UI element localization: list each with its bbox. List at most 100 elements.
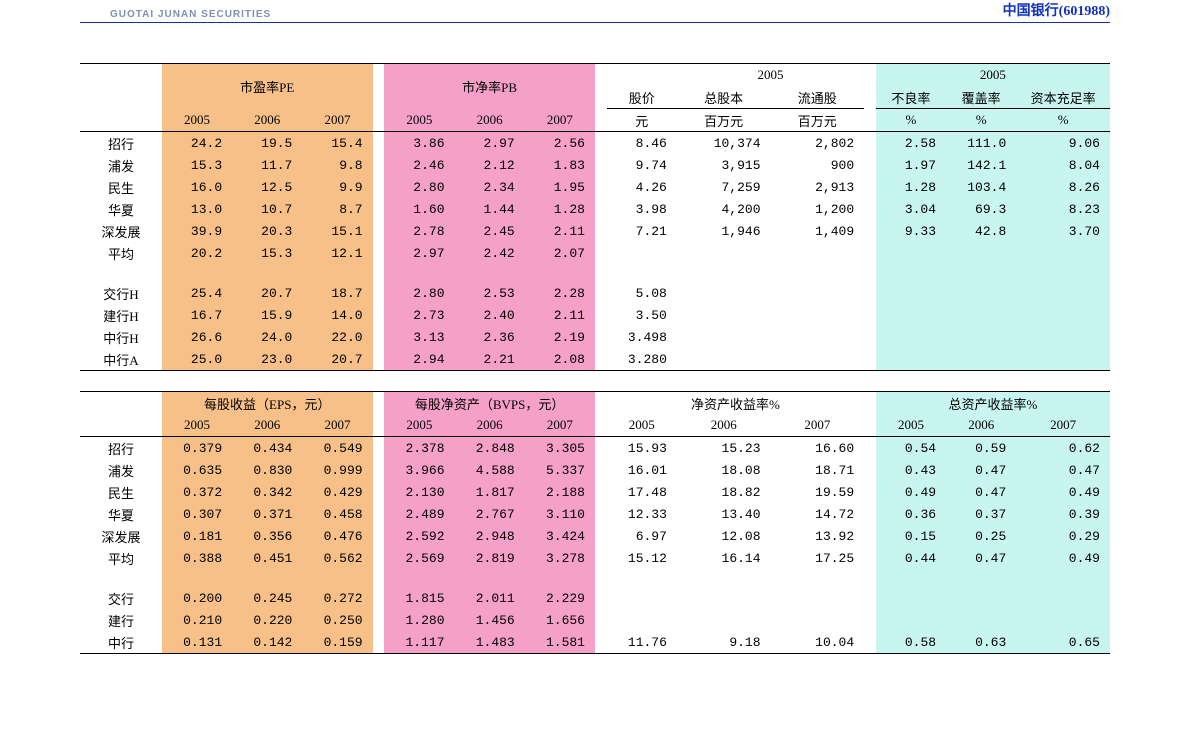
pb-y1: 2005: [384, 109, 454, 132]
cell: [677, 326, 771, 348]
cov-header: 覆盖率: [946, 86, 1016, 109]
cell: 0.58: [876, 631, 946, 654]
cell: 0.39: [1016, 503, 1110, 525]
cell: 2.80: [384, 282, 454, 304]
cell: [946, 609, 1016, 631]
cell: 2.819: [455, 547, 525, 569]
cell: 0.44: [876, 547, 946, 569]
cell: 16.14: [677, 547, 771, 569]
cell: 3.966: [384, 459, 454, 481]
cell: [771, 242, 865, 264]
cell: 0.49: [876, 481, 946, 503]
cell: 15.3: [162, 154, 232, 176]
cell: 18.71: [771, 459, 865, 481]
roe-y3: 2007: [771, 414, 865, 437]
cell: 19.59: [771, 481, 865, 503]
npl-header: 不良率: [876, 86, 946, 109]
cell: [607, 609, 677, 631]
cell: 8.26: [1016, 176, 1110, 198]
cell: 2.78: [384, 220, 454, 242]
cell: 39.9: [162, 220, 232, 242]
cell: 15.4: [302, 132, 372, 155]
cell: 1.456: [455, 609, 525, 631]
cell: 0.356: [232, 525, 302, 547]
cell: 0.429: [302, 481, 372, 503]
cell: 2.97: [384, 242, 454, 264]
cell: 10,374: [677, 132, 771, 155]
cell: 2.188: [525, 481, 595, 503]
cell: 0.458: [302, 503, 372, 525]
cell: 5.08: [607, 282, 677, 304]
cell: [607, 242, 677, 264]
cell: 2.07: [525, 242, 595, 264]
cell: 1.117: [384, 631, 454, 654]
cell: 3,915: [677, 154, 771, 176]
roa-y2: 2006: [946, 414, 1016, 437]
cell: 13.92: [771, 525, 865, 547]
cell: 0.29: [1016, 525, 1110, 547]
cell: [771, 282, 865, 304]
cell: 0.47: [1016, 459, 1110, 481]
table-row: 中行H26.624.022.03.132.362.193.498: [80, 326, 1110, 348]
pe-y3: 2007: [302, 109, 372, 132]
table-row: 交行H25.420.718.72.802.532.285.08: [80, 282, 1110, 304]
cell: 12.08: [677, 525, 771, 547]
cell: 2.11: [525, 220, 595, 242]
cell: 2.378: [384, 437, 454, 460]
cell: 22.0: [302, 326, 372, 348]
cell: 0.54: [876, 437, 946, 460]
cell: 2.11: [525, 304, 595, 326]
cell: 平均: [80, 242, 162, 264]
cell: 1.581: [525, 631, 595, 654]
cell: 103.4: [946, 176, 1016, 198]
cell: 2.73: [384, 304, 454, 326]
cell: 9.06: [1016, 132, 1110, 155]
cell: 42.8: [946, 220, 1016, 242]
cell: 2.848: [455, 437, 525, 460]
table-row: 中行A25.023.020.72.942.212.083.280: [80, 348, 1110, 371]
roe-header: 净资产收益率%: [607, 392, 864, 415]
cell: 9.8: [302, 154, 372, 176]
cell: 建行: [80, 609, 162, 631]
table-row: 浦发15.311.79.82.462.121.839.743,9159001.9…: [80, 154, 1110, 176]
cell: 0.49: [1016, 481, 1110, 503]
cell: 1.28: [876, 176, 946, 198]
cell: 23.0: [232, 348, 302, 371]
cell: 8.46: [607, 132, 677, 155]
cell: 0.379: [162, 437, 232, 460]
shares-header: 总股本: [677, 86, 771, 109]
cell: 0.451: [232, 547, 302, 569]
cell: 0.62: [1016, 437, 1110, 460]
cell: [876, 587, 946, 609]
cell: 3.498: [607, 326, 677, 348]
cell: 5.337: [525, 459, 595, 481]
cell: 25.0: [162, 348, 232, 371]
cell: [771, 587, 865, 609]
cell: 0.63: [946, 631, 1016, 654]
cell: [771, 304, 865, 326]
cell: 交行H: [80, 282, 162, 304]
cell: 0.159: [302, 631, 372, 654]
table-row: 招行0.3790.4340.5492.3782.8483.30515.9315.…: [80, 437, 1110, 460]
cell: 2.46: [384, 154, 454, 176]
cell: [677, 587, 771, 609]
cell: 16.0: [162, 176, 232, 198]
cell: [771, 609, 865, 631]
cell: 3.110: [525, 503, 595, 525]
cell: 9.74: [607, 154, 677, 176]
table-row: 平均0.3880.4510.5622.5692.8193.27815.1216.…: [80, 547, 1110, 569]
cell: 0.47: [946, 481, 1016, 503]
cell: 2.229: [525, 587, 595, 609]
cell: 0.47: [946, 459, 1016, 481]
cell: 华夏: [80, 198, 162, 220]
cell: 2.011: [455, 587, 525, 609]
cell: 0.342: [232, 481, 302, 503]
bvps-header: 每股净资产（BVPS，元）: [384, 392, 595, 415]
table-row: 华夏13.010.78.71.601.441.283.984,2001,2003…: [80, 198, 1110, 220]
cell: 2,913: [771, 176, 865, 198]
cell: 3.70: [1016, 220, 1110, 242]
cell: 0.220: [232, 609, 302, 631]
cell: [876, 242, 946, 264]
cell: [1016, 609, 1110, 631]
cell: 0.181: [162, 525, 232, 547]
